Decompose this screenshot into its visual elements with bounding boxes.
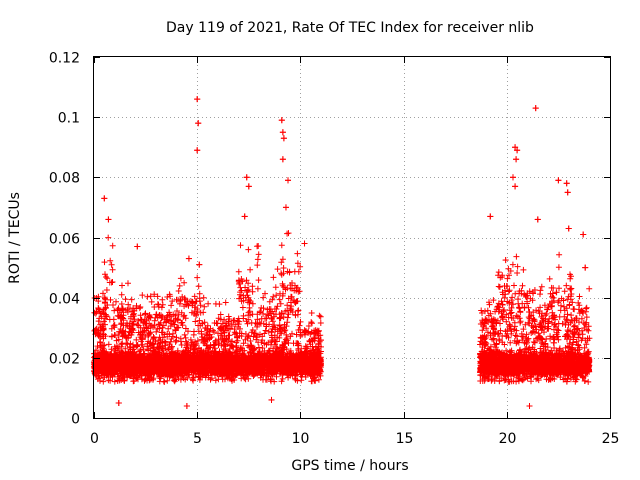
y-tick-label: 0.06: [49, 232, 80, 248]
roti-outlier-point: [565, 225, 572, 232]
roti-outlier-point: [194, 147, 201, 154]
x-axis-label: GPS time / hours: [291, 458, 408, 474]
roti-outlier-point: [564, 189, 571, 196]
axes-layer: 0 5 10 15 20 25 0 0.02 0.04 0.06 0.08 0.1 0.12: [49, 51, 620, 448]
roti-outlier-point: [268, 396, 275, 403]
y-tick-label: 0.04: [49, 292, 80, 308]
roti-outlier-point: [580, 231, 587, 238]
x-tick-label: 10: [292, 431, 310, 447]
roti-outlier-point: [279, 129, 286, 136]
y-tick-label: 0.12: [49, 51, 80, 67]
roti-outlier-point: [105, 216, 112, 223]
roti-outlier-point: [183, 402, 190, 409]
roti-outlier-point: [241, 213, 248, 220]
x-tick-label: 0: [90, 431, 99, 447]
x-tick-label: 5: [193, 431, 202, 447]
roti-outlier-point: [101, 195, 108, 202]
x-tick-label: 25: [602, 431, 620, 447]
roti-outlier-point: [534, 216, 541, 223]
roti-outlier-point: [512, 183, 519, 190]
roti-outlier-point: [115, 399, 122, 406]
roti-outlier-point: [134, 243, 141, 250]
roti-outlier-point: [514, 147, 521, 154]
chart-title: Day 119 of 2021, Rate Of TEC Index for r…: [166, 20, 534, 36]
data-points: [91, 96, 593, 409]
y-tick-label: 0: [71, 412, 80, 428]
y-tick-label: 0.02: [49, 352, 80, 368]
roti-outlier-point: [555, 177, 562, 184]
roti-outlier-point: [526, 402, 533, 409]
y-tick-label: 0.1: [58, 111, 80, 127]
roti-outlier-point: [185, 255, 192, 262]
roti-outlier-point: [509, 174, 516, 181]
roti-outlier-point: [282, 204, 289, 211]
roti-outlier-point: [243, 174, 250, 181]
roti-outlier-point: [301, 240, 308, 247]
plot-frame: [93, 56, 611, 419]
roti-outlier-point: [513, 156, 520, 163]
y-axis-label: ROTI / TECUs: [7, 192, 23, 284]
roti-outlier-point: [563, 180, 570, 187]
roti-outlier-point: [245, 183, 252, 190]
roti-outlier-point: [582, 264, 589, 271]
roti-outlier-point: [196, 261, 203, 268]
roti-outlier-point: [278, 117, 285, 124]
roti-outlier-point: [195, 120, 202, 127]
roti-outlier-point: [487, 213, 494, 220]
x-tick-label: 20: [499, 431, 517, 447]
roti-outlier-point: [194, 96, 201, 103]
x-tick-label: 15: [396, 431, 414, 447]
roti-outlier-point: [280, 135, 287, 142]
y-tick-label: 0.08: [49, 171, 80, 187]
roti-outlier-point: [285, 177, 292, 184]
roti-outlier-point: [512, 144, 519, 151]
roti-scatter-points: [91, 96, 593, 409]
roti-outlier-point: [279, 156, 286, 163]
roti-outlier-point: [532, 105, 539, 112]
